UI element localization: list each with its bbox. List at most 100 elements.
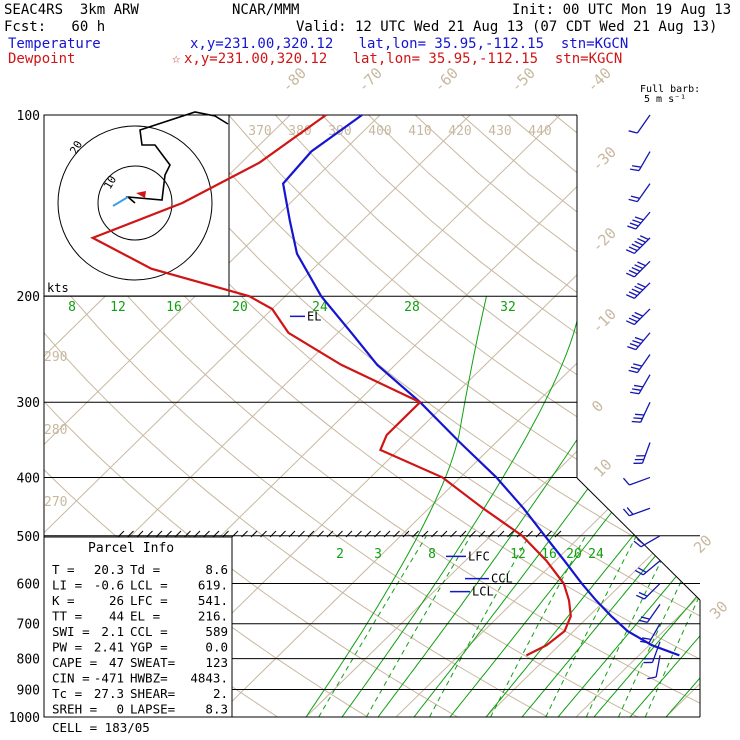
dry-adiabat bbox=[44, 115, 481, 717]
theta-label: 440 bbox=[528, 124, 551, 139]
hatch-mark bbox=[431, 530, 438, 538]
hatch-mark bbox=[136, 530, 144, 538]
parcel-param-name: T = bbox=[52, 562, 75, 577]
isotherm-label: -10 bbox=[588, 305, 620, 337]
hatch-mark bbox=[507, 530, 514, 538]
parcel-param-value: 2.41 bbox=[94, 640, 124, 655]
wind-barb-flag bbox=[626, 507, 634, 515]
temperature-legend: Temperature bbox=[8, 36, 101, 52]
isotherm-label: 20 bbox=[690, 531, 716, 557]
hatch-mark bbox=[165, 530, 172, 538]
wind-barb-flag bbox=[631, 314, 641, 320]
dewpoint-star-icon: ☆ bbox=[172, 51, 181, 67]
moist-adiabat bbox=[702, 296, 740, 717]
isotherm-label: 0 bbox=[588, 397, 607, 416]
wind-barb bbox=[630, 151, 651, 172]
model-name: SEAC4RS 3km ARW bbox=[4, 2, 139, 18]
mixing-ratio-label: 24 bbox=[312, 300, 328, 315]
parcel-info-frame bbox=[43, 536, 233, 718]
wind-barb-flag bbox=[637, 237, 646, 243]
pressure-label: 100 bbox=[17, 109, 40, 124]
parcel-param-name: CIN = bbox=[52, 671, 90, 686]
isotherm-line bbox=[44, 115, 381, 717]
barb-legend-title: Full barb: bbox=[640, 84, 701, 95]
marker-label-ccl: CCL bbox=[491, 572, 513, 586]
wind-barb-flag bbox=[627, 225, 637, 230]
parcel-param-value: 2.1 bbox=[101, 624, 124, 639]
wind-barb-flag bbox=[622, 508, 630, 517]
parcel-param-value: 4843. bbox=[190, 671, 228, 686]
parcel-param-value: 589 bbox=[205, 624, 228, 639]
wind-barb-flag bbox=[628, 198, 638, 203]
dry-adiabat bbox=[368, 115, 700, 717]
hatch-mark bbox=[212, 530, 220, 538]
temperature-location: x,y=231.00,320.12 lat,lon= 35.95,-112.15… bbox=[190, 36, 629, 52]
wind-barb bbox=[622, 476, 651, 486]
hatch-mark bbox=[336, 530, 343, 538]
isotherm-line bbox=[202, 115, 700, 717]
temperature-profile bbox=[281, 114, 680, 657]
mixing-ratio-line bbox=[644, 535, 700, 717]
wind-barb-flag bbox=[636, 538, 645, 546]
mixing-ratio-line bbox=[429, 535, 530, 717]
wind-barb-flag bbox=[640, 616, 650, 620]
isotherm-label: -30 bbox=[588, 143, 620, 175]
pressure-label: 400 bbox=[17, 471, 40, 486]
wind-barb bbox=[627, 332, 651, 351]
parcel-param-name: TT = bbox=[52, 609, 82, 624]
theta-label: 410 bbox=[408, 124, 431, 139]
hodograph bbox=[43, 111, 230, 297]
parcel-param-value: 47 bbox=[109, 655, 124, 670]
dewpoint-legend: Dewpoint bbox=[8, 51, 76, 67]
wind-barb-flag bbox=[632, 219, 642, 224]
wind-barb-flag bbox=[634, 216, 644, 221]
hatch-mark bbox=[317, 530, 324, 538]
wind-barb bbox=[638, 604, 661, 624]
hatch-mark bbox=[374, 530, 381, 538]
isotherm-label: -40 bbox=[583, 64, 615, 96]
hatch-mark bbox=[526, 530, 533, 538]
pressure-label: 800 bbox=[17, 653, 40, 668]
wind-barb-flag bbox=[634, 240, 644, 246]
wind-barb-flag bbox=[647, 676, 657, 680]
parcel-cell: CELL = 183/05 bbox=[52, 720, 150, 735]
wind-barb-flag bbox=[633, 540, 642, 548]
wind-barb-flag bbox=[631, 420, 641, 423]
parcel-param-name: LAPSE= bbox=[130, 702, 175, 717]
mixing-ratio-label: 16 bbox=[166, 300, 182, 315]
parcel-param-name: LCL = bbox=[130, 578, 168, 593]
wind-barb-flag bbox=[629, 222, 639, 227]
hatch-mark bbox=[155, 530, 163, 538]
barb-legend-unit: 5 m s⁻¹ bbox=[644, 94, 687, 105]
parcel-param-value: -0.6 bbox=[94, 578, 124, 593]
init-time: Init: 00 UTC Mon 19 Aug 13 bbox=[512, 2, 732, 18]
parcel-param-value: 123 bbox=[205, 655, 228, 670]
hatch-mark bbox=[364, 530, 372, 538]
hatch-mark bbox=[545, 530, 552, 538]
wind-barb-flag bbox=[630, 168, 640, 172]
hatch-mark bbox=[269, 530, 277, 538]
dry-adiabat bbox=[601, 115, 700, 717]
dry-adiabat bbox=[44, 115, 700, 717]
hatch-mark bbox=[440, 530, 448, 538]
wind-barb-flag bbox=[630, 391, 640, 395]
wind-barb bbox=[622, 507, 651, 517]
hatch-mark bbox=[117, 530, 125, 538]
hatch-mark bbox=[307, 530, 315, 538]
hatch-mark bbox=[193, 530, 201, 538]
mixing-ratio-line bbox=[585, 535, 675, 717]
parcel-param-value: 216. bbox=[198, 609, 228, 624]
wind-barb-flag bbox=[628, 291, 638, 297]
moist-adiabat bbox=[557, 295, 700, 717]
wind-barb-flag bbox=[633, 363, 643, 367]
dry-adiabat bbox=[554, 115, 700, 717]
theta-label: 420 bbox=[448, 124, 471, 139]
isotherm-label: 30 bbox=[706, 597, 732, 623]
parcel-param-name: LI = bbox=[52, 578, 82, 593]
wind-barb-flag bbox=[634, 569, 644, 576]
hatch-mark bbox=[231, 530, 239, 538]
isotherm-line bbox=[382, 115, 700, 717]
hodograph-ring-outer bbox=[57, 125, 213, 281]
theta-label: 370 bbox=[248, 124, 271, 139]
isotherm-line bbox=[472, 115, 700, 717]
